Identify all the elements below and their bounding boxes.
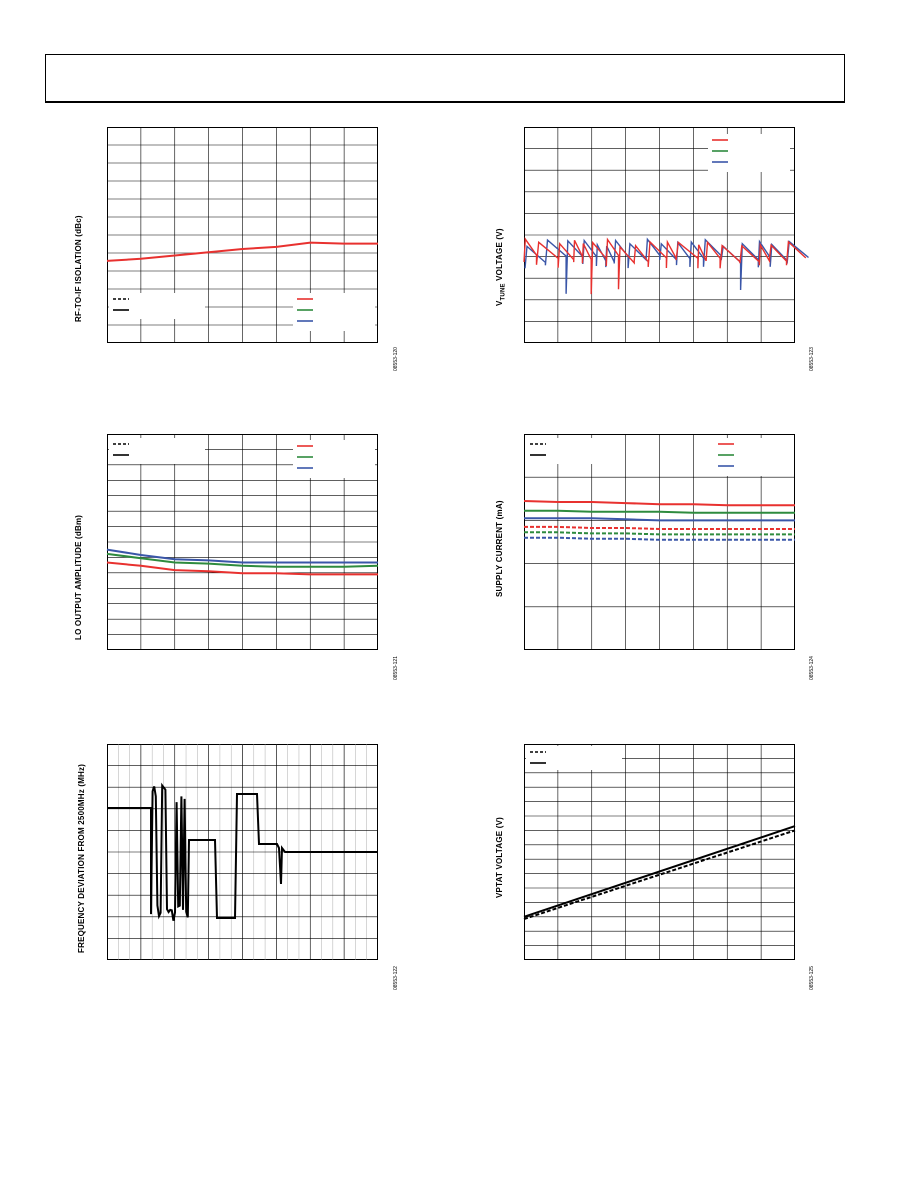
plot-area bbox=[523, 127, 809, 343]
legend-box bbox=[526, 746, 622, 770]
data-line-red bbox=[106, 561, 378, 576]
plot-area bbox=[106, 127, 378, 343]
data-line-blue-dashed bbox=[524, 536, 795, 541]
y-axis-label-rest: VOLTAGE (V) bbox=[495, 228, 504, 284]
y-axis-label: VTUNE VOLTAGE (V) bbox=[495, 228, 507, 306]
figure-id: 08553-122 bbox=[393, 966, 399, 990]
plot-area bbox=[523, 434, 795, 650]
plot-area bbox=[523, 744, 796, 960]
y-axis-label: RF-TO-IF ISOLATION (dBc) bbox=[74, 215, 83, 322]
data-line-solid bbox=[523, 825, 796, 918]
y-axis-label: VPTAT VOLTAGE (V) bbox=[495, 816, 504, 898]
data-line-green-dashed bbox=[524, 531, 795, 536]
data-line-dashed bbox=[523, 829, 796, 920]
legend-box bbox=[526, 438, 622, 464]
page-header-box bbox=[45, 54, 845, 103]
y-axis-label-main: V bbox=[495, 300, 504, 306]
figure-id: 08553-124 bbox=[809, 656, 815, 680]
data-line-black bbox=[107, 782, 378, 921]
legend-box bbox=[109, 438, 205, 464]
data-line-blue bbox=[106, 548, 378, 564]
data-line-red-solid bbox=[523, 500, 795, 507]
legend-box bbox=[109, 293, 205, 319]
data-line-red bbox=[106, 241, 378, 262]
plot-area bbox=[107, 744, 378, 960]
figure-id: 08553-121 bbox=[393, 656, 399, 680]
y-axis-label-sub: TUNE bbox=[500, 283, 507, 301]
data-line-red-dashed bbox=[524, 525, 795, 530]
figure-id: 08553-120 bbox=[393, 347, 399, 371]
figure-id: 08553-125 bbox=[809, 966, 815, 990]
y-axis-label: SUPPLY CURRENT (mA) bbox=[495, 500, 504, 597]
data-line-green-solid bbox=[524, 509, 795, 514]
data-line-blue-solid bbox=[524, 517, 795, 522]
figure-id: 08553-123 bbox=[809, 347, 815, 371]
y-axis-label: FREQUENCY DEVIATION FROM 2500MHz (MHz) bbox=[77, 763, 86, 953]
y-axis-label: LO OUTPUT AMPLITUDE (dBm) bbox=[74, 514, 83, 640]
plot-area bbox=[106, 434, 379, 650]
data-line-green bbox=[106, 552, 379, 568]
data-line-red bbox=[523, 237, 807, 295]
